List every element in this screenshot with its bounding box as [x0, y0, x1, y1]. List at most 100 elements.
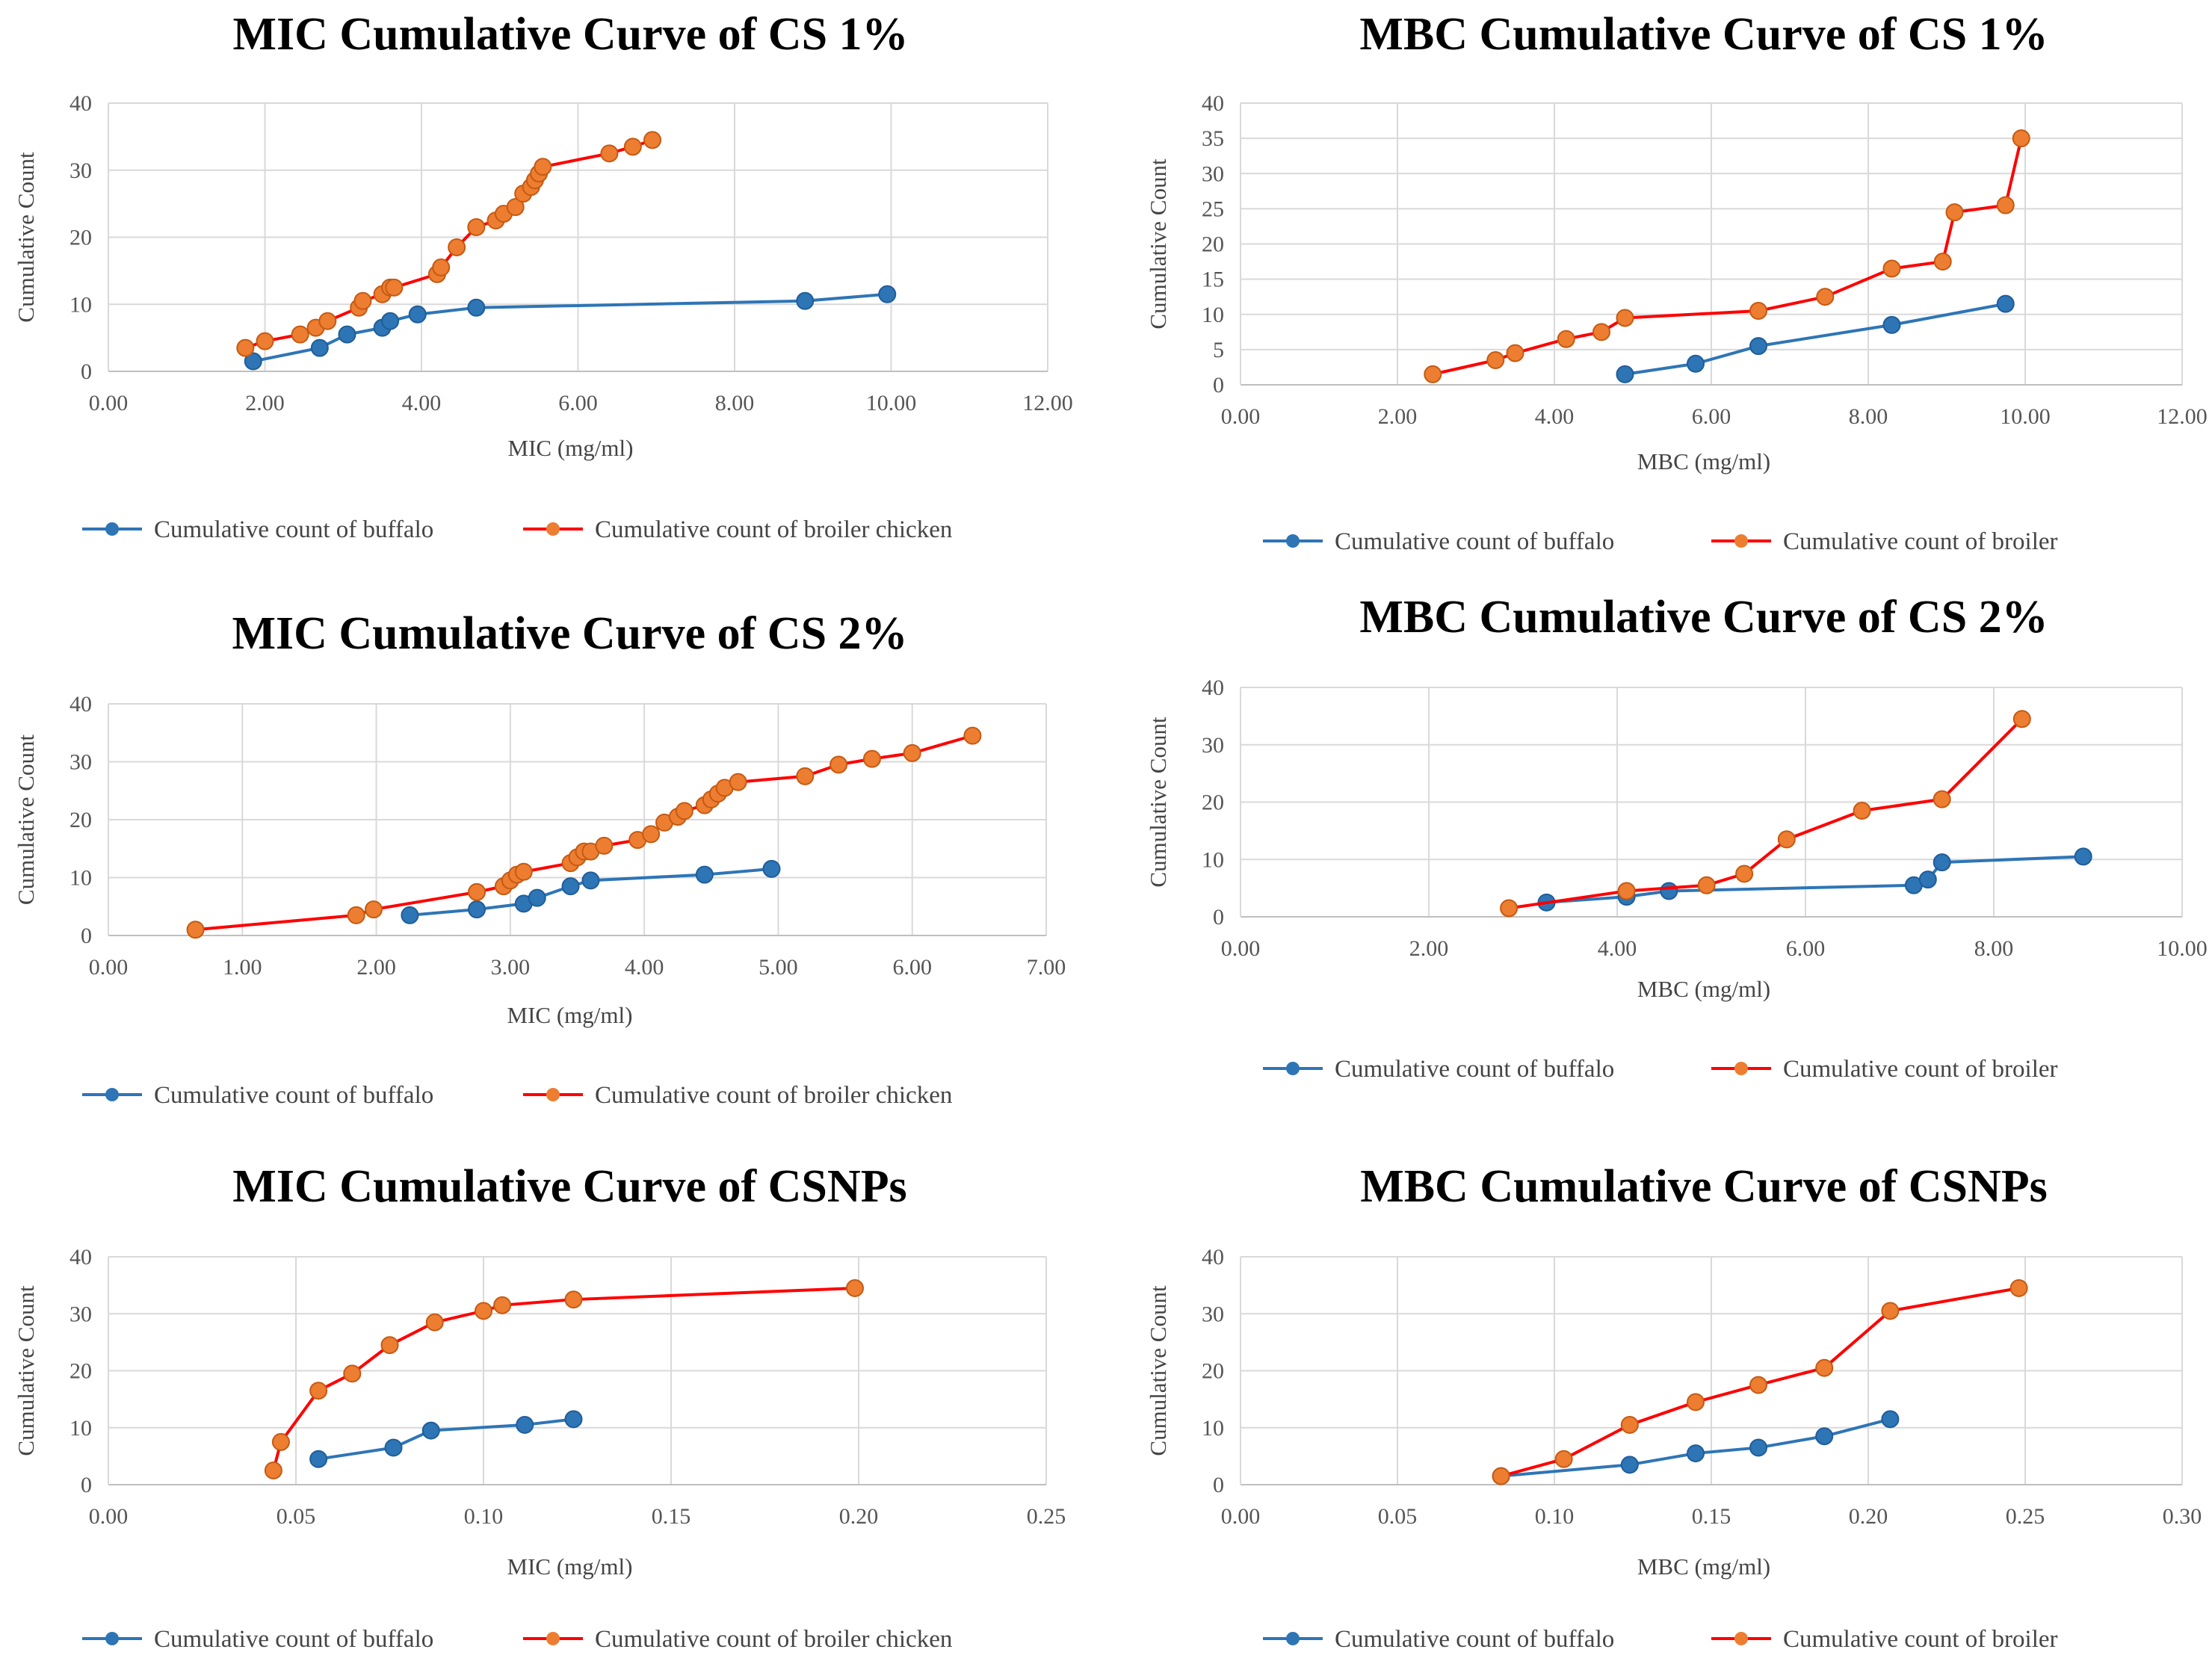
y-axis-label: Cumulative Count: [13, 734, 39, 906]
y-tick-label: 40: [69, 1245, 92, 1269]
x-tick-label: 2.00: [356, 955, 396, 980]
series-cumulative-count-of-buffalo: [309, 1410, 583, 1468]
data-point: [1881, 1302, 1900, 1320]
y-tick-label: 10: [69, 866, 92, 891]
x-axis-label: MIC (mg/ml): [507, 1002, 633, 1028]
data-point: [310, 338, 329, 357]
x-tick-label: 5.00: [759, 955, 798, 980]
data-point: [1687, 1444, 1705, 1463]
series-line: [318, 1417, 574, 1461]
legend-marker: [1734, 1632, 1748, 1645]
x-tick-label: 6.00: [1692, 404, 1731, 429]
y-tick-label: 0: [1213, 1473, 1224, 1497]
data-point: [1815, 1427, 1834, 1446]
legend-marker: [1286, 534, 1300, 548]
data-point: [1918, 870, 1937, 889]
legend-marker: [546, 1088, 560, 1101]
y-tick-label: 20: [1202, 232, 1224, 257]
x-axis-label: MIC (mg/ml): [507, 1553, 633, 1580]
series-cumulative-count-of-broiler-chicken: [264, 1278, 864, 1479]
x-tick-label: 0.00: [1221, 936, 1261, 961]
chart-title: MIC Cumulative Curve of CS 1%: [232, 9, 908, 60]
series-line: [1501, 1286, 2019, 1478]
x-tick-label: 12.00: [2157, 404, 2208, 429]
data-point: [903, 743, 921, 762]
data-point: [425, 1313, 444, 1331]
chart-mic-cumulative-curve-of-csnps: MIC Cumulative Curve of CSNPs 0 10 20 30 40 0.…: [0, 1151, 1106, 1664]
series-cumulative-count-of-buffalo: [244, 285, 897, 371]
x-tick-label: 2.00: [245, 391, 285, 415]
x-tick-label: 4.00: [1598, 936, 1637, 961]
x-tick-label: 1.00: [223, 955, 262, 980]
y-tick-label: 20: [1202, 791, 1224, 815]
data-point: [1777, 830, 1796, 849]
legend-item-cumulative-count-of-buffalo: Cumulative count of buffalo: [1263, 528, 1614, 555]
legend-item-cumulative-count-of-buffalo: Cumulative count of buffalo: [82, 516, 433, 543]
data-point: [1996, 294, 2015, 313]
y-tick-label: 0: [81, 924, 92, 948]
y-tick-label: 10: [1202, 1416, 1224, 1441]
data-point: [878, 285, 897, 303]
data-point: [1853, 802, 1871, 820]
data-point: [338, 325, 356, 344]
y-tick-label: 30: [69, 750, 92, 775]
legend-marker: [1734, 534, 1748, 548]
x-axis-label: MBC (mg/ml): [1637, 448, 1770, 474]
data-point: [1882, 259, 1901, 278]
x-tick-label: 0.00: [1221, 404, 1261, 429]
series-cumulative-count-of-broiler-chicken: [186, 726, 982, 939]
x-tick-label: 12.00: [1022, 391, 1073, 415]
chart-mbc-cumulative-curve-of-cs-2: MBC Cumulative Curve of CS 2% 0 10 20 30 40 0.…: [1106, 575, 2212, 1143]
data-point: [343, 1364, 362, 1383]
data-point: [1749, 302, 1767, 321]
y-tick-label: 0: [1213, 905, 1224, 930]
data-point: [1617, 882, 1636, 900]
data-point: [1506, 344, 1524, 362]
data-point: [796, 767, 815, 785]
data-point: [421, 1421, 440, 1440]
data-point: [291, 325, 309, 344]
y-tick-label: 10: [69, 1416, 92, 1441]
series-line: [1508, 717, 2024, 910]
data-point: [534, 158, 552, 176]
data-point: [514, 862, 533, 881]
data-point: [2074, 847, 2092, 866]
legend-item-cumulative-count-of-buffalo: Cumulative count of buffalo: [1263, 1626, 1614, 1653]
data-point: [2012, 129, 2030, 148]
data-point: [1486, 351, 1505, 370]
x-tick-label: 0.20: [1849, 1504, 1888, 1529]
data-point: [595, 836, 614, 855]
data-point: [264, 1461, 282, 1479]
data-point: [347, 906, 365, 924]
data-point: [309, 1450, 328, 1468]
x-tick-label: 10.00: [2157, 936, 2208, 961]
data-point: [1735, 865, 1754, 883]
y-tick-label: 15: [1202, 267, 1224, 292]
data-point: [1945, 203, 1964, 222]
data-point: [642, 825, 661, 844]
chart-svg: MIC Cumulative Curve of CSNPs 0 10 20 30 40 0.…: [13, 1161, 1066, 1653]
data-point: [623, 137, 642, 156]
x-tick-label: 0.30: [2163, 1504, 2202, 1529]
x-tick-label: 8.00: [1974, 936, 2014, 961]
data-point: [1687, 354, 1705, 373]
data-point: [1816, 288, 1835, 306]
data-point: [385, 278, 404, 297]
x-tick-label: 0.00: [89, 955, 129, 980]
series-cumulative-count-of-broiler: [1500, 710, 2031, 918]
data-point: [528, 888, 546, 907]
data-point: [475, 1302, 492, 1320]
legend-marker: [546, 522, 560, 536]
chart-title: MIC Cumulative Curve of CSNPs: [232, 1161, 906, 1212]
chart-title: MBC Cumulative Curve of CSNPs: [1360, 1161, 2048, 1212]
legend-label: Cumulative count of buffalo: [1335, 1626, 1614, 1653]
legend-marker: [1286, 1632, 1300, 1645]
data-point: [244, 352, 262, 371]
series-cumulative-count-of-broiler: [1424, 129, 2030, 383]
data-point: [581, 871, 600, 890]
series-cumulative-count-of-broiler-chicken: [236, 131, 662, 357]
legend-label: Cumulative count of buffalo: [1335, 528, 1614, 555]
series-cumulative-count-of-broiler: [1492, 1278, 2028, 1485]
legend-label: Cumulative count of broiler chicken: [595, 1626, 952, 1653]
data-point: [1933, 790, 1951, 808]
